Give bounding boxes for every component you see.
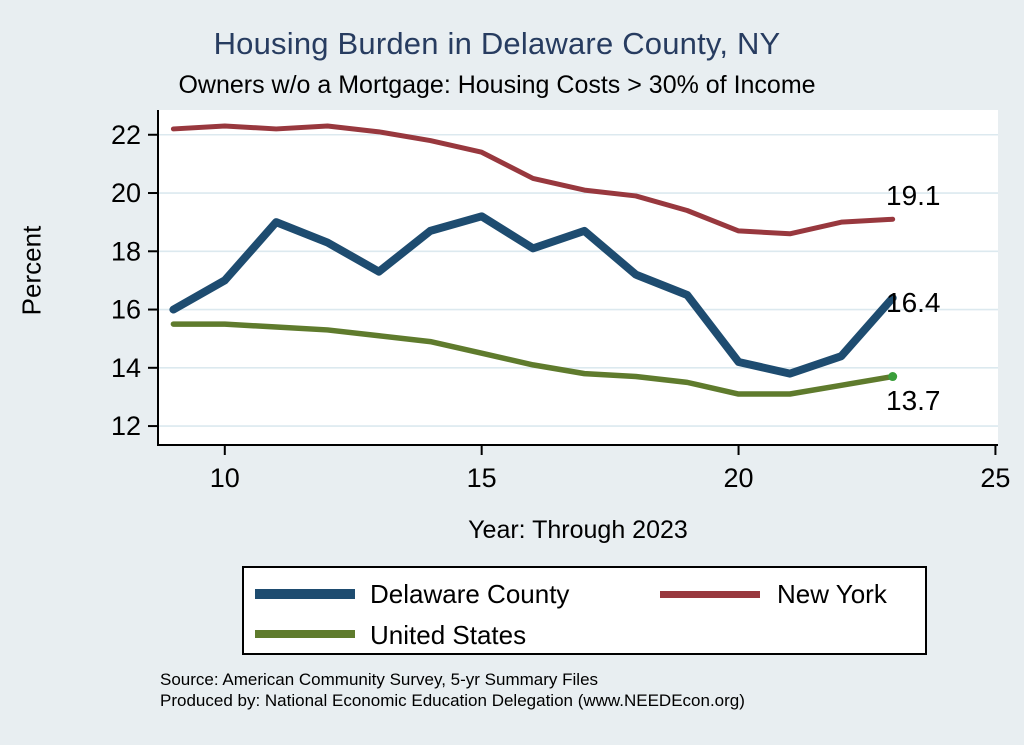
x-tick-label: 10 [210, 463, 240, 493]
legend-swatch-united-states [255, 630, 355, 638]
y-tick-label: 20 [111, 178, 141, 208]
series-end-marker-united-states [888, 372, 898, 382]
y-tick-label: 16 [111, 295, 141, 325]
legend: Delaware County New York United States [242, 566, 927, 655]
y-tick-label: 12 [111, 411, 141, 441]
x-tick-label: 15 [467, 463, 497, 493]
x-axis-title: Year: Through 2023 [468, 516, 688, 544]
series-line-united-states [170, 321, 896, 397]
producer-note-line: Produced by: National Economic Education… [160, 691, 745, 710]
x-tick-label: 20 [724, 463, 754, 493]
legend-swatch-delaware-county [255, 589, 355, 599]
legend-label-delaware-county: Delaware County [370, 579, 570, 609]
x-tick-label: 25 [980, 463, 1010, 493]
source-notes: Source: American Community Survey, 5-yr … [160, 669, 745, 711]
y-tick-label: 18 [111, 236, 141, 266]
legend-label-united-states: United States [370, 620, 527, 650]
series-end-value-delaware-county: 16.4 [886, 287, 941, 318]
series-line-delaware-county [169, 212, 897, 378]
plot-background [158, 110, 998, 445]
chart-title: Housing Burden in Delaware County, NY [213, 26, 781, 61]
source-note-line: Source: American Community Survey, 5-yr … [160, 670, 599, 689]
legend-swatch-new-york [660, 591, 760, 598]
legend-label-new-york: New York [777, 579, 887, 609]
series-line-new-york [170, 123, 896, 237]
series-end-value-united-states: 13.7 [886, 385, 941, 416]
y-tick-label: 14 [111, 353, 141, 383]
chart-subtitle: Owners w/o a Mortgage: Housing Costs > 3… [178, 71, 816, 99]
series-end-value-new-york: 19.1 [886, 180, 941, 211]
y-tick-label: 22 [111, 120, 141, 150]
y-axis-title: Percent [16, 225, 47, 316]
